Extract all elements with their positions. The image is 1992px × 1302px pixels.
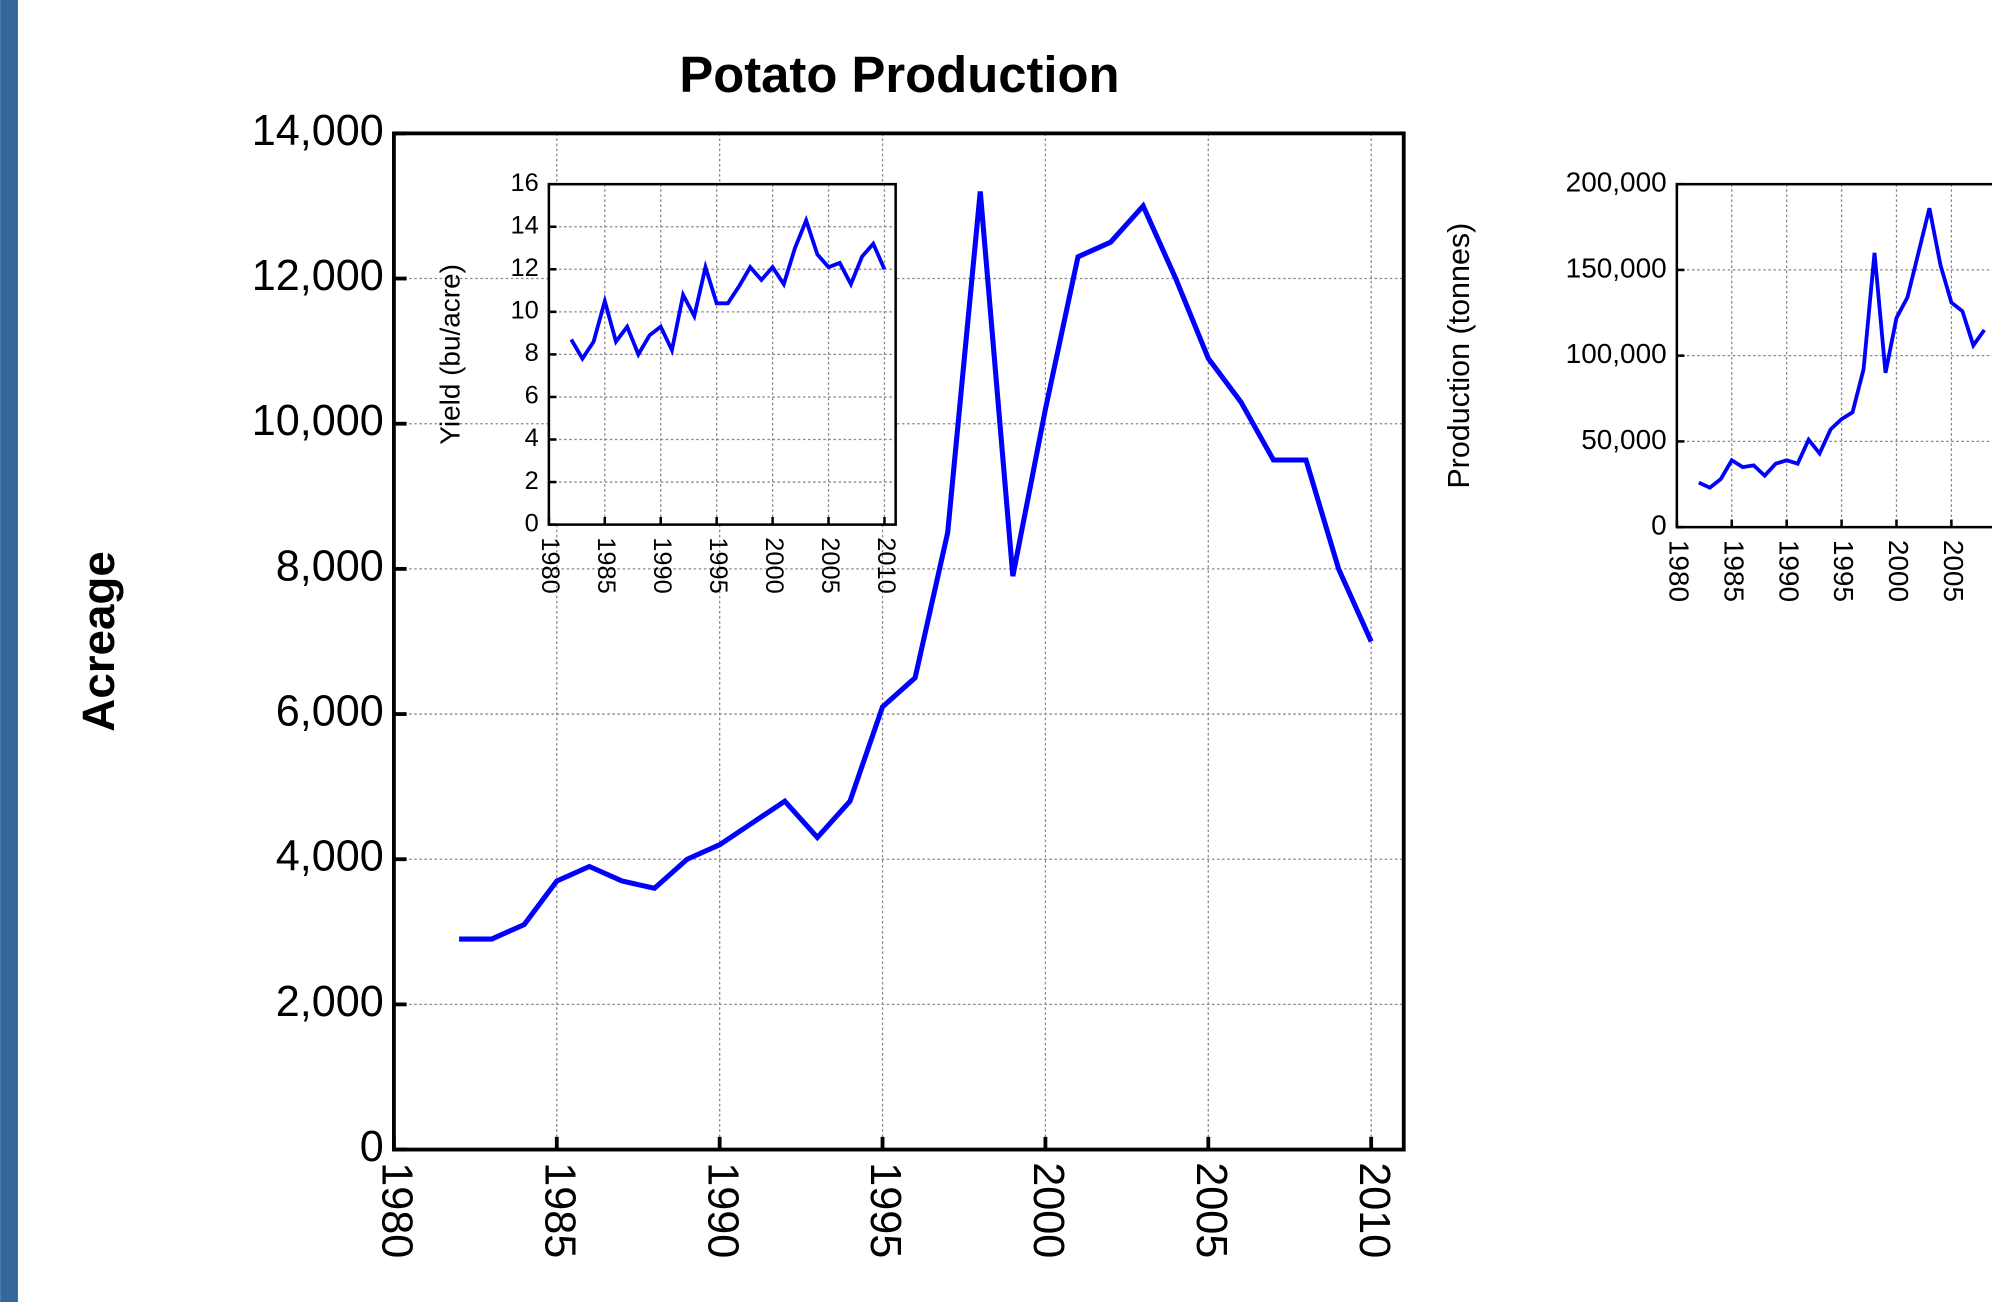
x-tick-label: 1980: [536, 537, 564, 593]
y-tick-label: 6: [525, 382, 539, 410]
y-tick-label: 4: [525, 424, 539, 452]
x-tick-label: 1990: [648, 537, 676, 593]
data-line: [459, 191, 1374, 942]
y-tick-label: 8: [525, 339, 539, 367]
x-tick-label: 1985: [592, 537, 620, 593]
y-axis-label: Yield (bu/acre): [435, 264, 466, 445]
data-line: [1698, 207, 1986, 490]
x-tick-label: 1990: [698, 1162, 746, 1258]
plot-area: [393, 133, 1404, 1150]
x-tick-label: 1995: [704, 537, 732, 593]
y-tick-label: 12: [510, 254, 538, 282]
y-axis-label: Production (tonnes): [1442, 223, 1476, 489]
chart-title: Potato Production: [679, 46, 1119, 103]
x-tick-label: 2000: [760, 537, 788, 593]
plot-frame: [547, 182, 897, 526]
y-tick-label: 8,000: [276, 542, 384, 590]
y-axis-label: Acreage: [73, 551, 124, 731]
y-tick-label: 14: [510, 211, 538, 239]
y-tick-label: 6,000: [276, 687, 384, 735]
y-tick-label: 0: [360, 1123, 384, 1171]
y-tick-label: 100,000: [1566, 338, 1667, 369]
x-tick-label: 1980: [1663, 540, 1694, 602]
x-tick-label: 1985: [535, 1162, 583, 1258]
y-tick-label: 4,000: [276, 833, 384, 881]
x-tick-label: 1995: [1828, 540, 1859, 602]
plot-frame: [391, 131, 1406, 1152]
y-tick-label: 200,000: [1566, 167, 1667, 198]
y-tick-label: 2: [525, 467, 539, 495]
x-tick-label: 1980: [372, 1162, 420, 1258]
x-tick-label: 2005: [1938, 540, 1969, 602]
x-tick-label: 1995: [861, 1162, 909, 1258]
y-tick-label: 12,000: [252, 252, 384, 300]
plot-frame: [1675, 182, 1992, 529]
y-tick-label: 10,000: [252, 397, 384, 445]
y-tick-label: 0: [1651, 510, 1667, 541]
x-tick-label: 2005: [1187, 1162, 1235, 1258]
y-tick-label: 16: [510, 169, 538, 197]
x-tick-label: 2000: [1883, 540, 1914, 602]
y-tick-label: 10: [510, 297, 538, 325]
data-line: [569, 214, 887, 363]
x-tick-label: 2010: [1350, 1162, 1398, 1258]
y-tick-label: 0: [525, 509, 539, 537]
x-tick-label: 2000: [1024, 1162, 1072, 1258]
y-tick-label: 150,000: [1566, 252, 1667, 283]
y-tick-label: 14,000: [252, 107, 384, 155]
x-tick-label: 2010: [872, 537, 900, 593]
x-tick-label: 1990: [1773, 540, 1804, 602]
y-tick-label: 2,000: [276, 978, 384, 1026]
x-tick-label: 2005: [816, 537, 844, 593]
side-strip: [0, 0, 18, 1302]
x-tick-label: 1985: [1718, 540, 1749, 602]
y-tick-label: 50,000: [1581, 424, 1666, 455]
